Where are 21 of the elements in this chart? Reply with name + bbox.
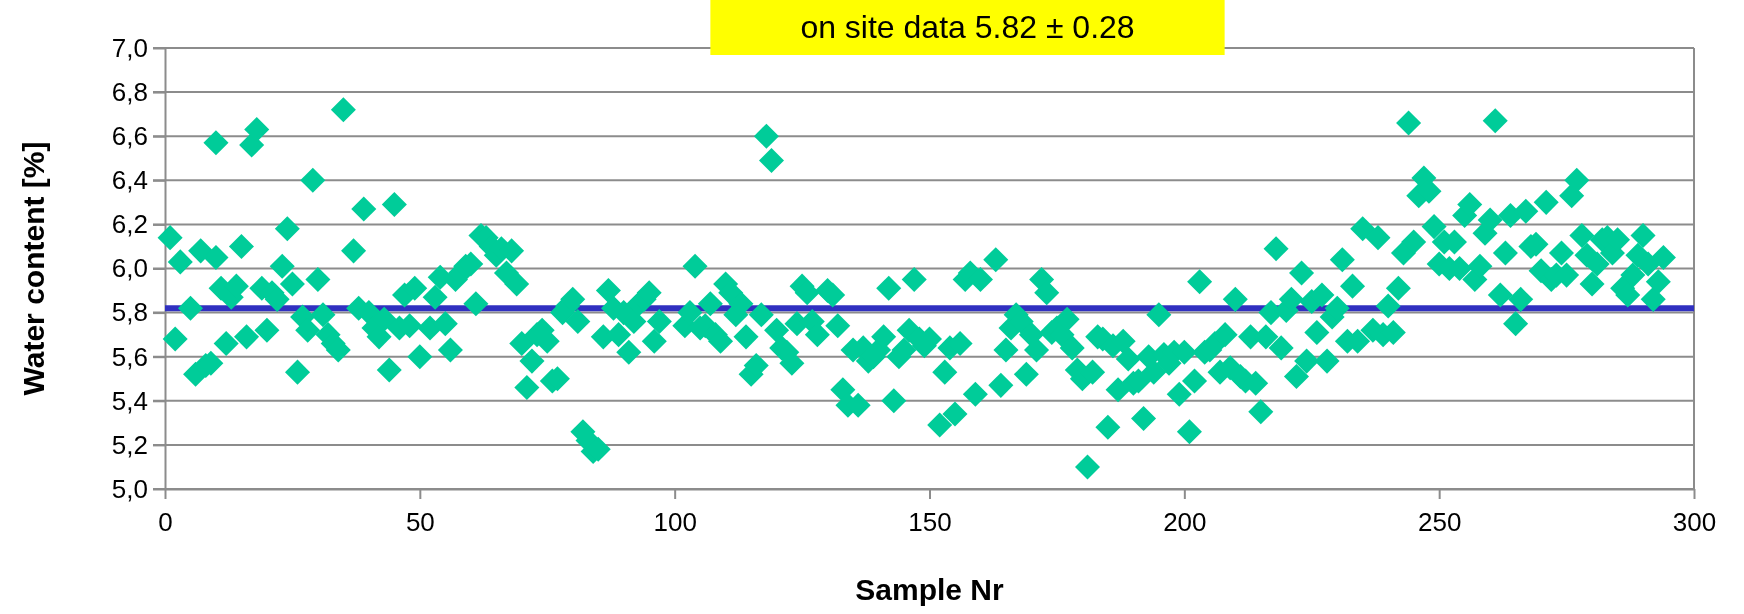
y-axis-title: Water content [%] [17,141,50,396]
x-tick-label: 0 [158,506,173,537]
x-axis-title: Sample Nr [855,573,1005,606]
y-tick-label: 5,2 [111,429,148,460]
y-tick-label: 5,6 [111,341,148,372]
y-tick-label: 5,8 [111,297,148,328]
x-tick-label: 100 [653,506,697,537]
x-tick-label: 250 [1417,506,1462,537]
x-tick-label: 300 [1672,506,1717,537]
x-tick-label: 150 [908,506,952,537]
y-tick-label: 6,0 [111,253,148,284]
x-tick-label: 50 [405,506,435,537]
y-tick-label: 6,2 [111,209,148,240]
y-tick-label: 5,4 [111,385,148,416]
y-tick-label: 6,8 [111,76,148,107]
y-tick-label: 6,6 [111,121,148,152]
chart-title: on site data 5.82 ± 0.28 [800,9,1135,45]
y-tick-label: 6,4 [111,165,148,196]
x-tick-label: 200 [1163,506,1207,537]
y-tick-label: 5,0 [111,473,148,504]
y-tick-label: 7,0 [111,32,148,63]
